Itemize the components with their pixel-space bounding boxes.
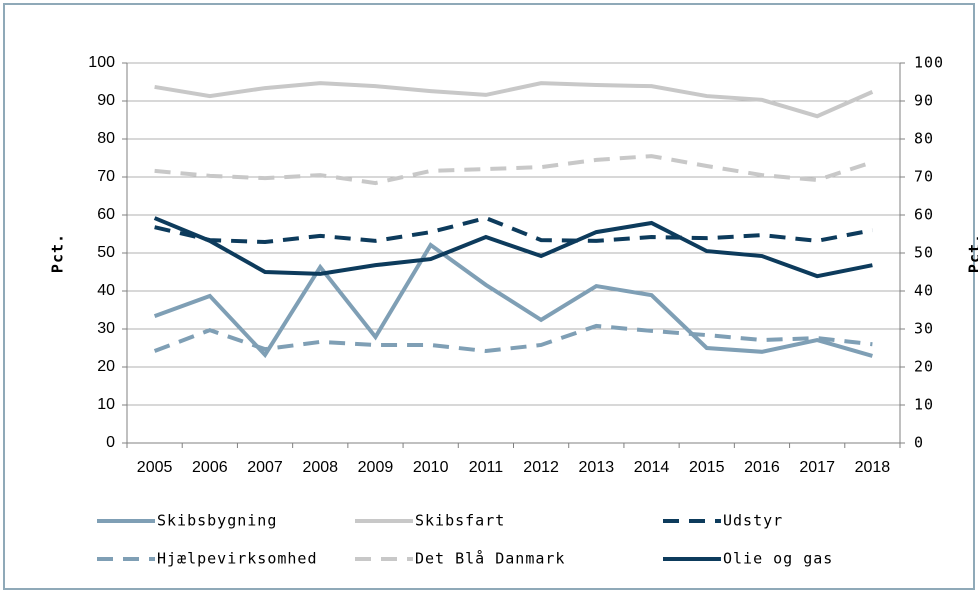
- x-tick-label: 2009: [358, 459, 394, 476]
- y2-tick-label: 10: [914, 396, 934, 414]
- x-tick-label: 2013: [579, 459, 615, 476]
- x-tick-label: 2006: [192, 459, 228, 476]
- legend-label: Skibsbygning: [157, 512, 277, 530]
- legend-label: Hjælpevirksomhed: [157, 550, 318, 568]
- y2-tick-label: 0: [914, 434, 924, 452]
- y2-tick-label: 40: [914, 282, 934, 300]
- series-line: [154, 215, 873, 244]
- legend-label: Olie og gas: [723, 550, 833, 568]
- x-tick-label: 2015: [689, 459, 725, 476]
- y-tick-label: 50: [97, 244, 115, 261]
- y2-axis-label: Pct.: [966, 233, 978, 273]
- x-tick-label: 2017: [799, 459, 835, 476]
- y-tick-label: 70: [97, 168, 115, 185]
- series-line: [154, 81, 874, 119]
- x-tick-label: 2005: [137, 459, 173, 476]
- legend-label: Udstyr: [723, 512, 783, 530]
- y2-tick-label: 60: [914, 206, 934, 224]
- y-tick-label: 60: [97, 206, 115, 223]
- x-tick-label: 2016: [744, 459, 780, 476]
- y-tick-label: 80: [97, 130, 115, 147]
- y2-tick-label: 80: [914, 130, 934, 148]
- x-tick-label: 2018: [855, 459, 891, 476]
- x-tick-label: 2010: [413, 459, 449, 476]
- frame: [3, 3, 975, 590]
- y-tick-label: 20: [97, 358, 115, 375]
- y-tick-label: 100: [88, 54, 115, 71]
- y-tick-label: 40: [97, 282, 115, 299]
- x-tick-label: 2007: [247, 459, 283, 476]
- y2-tick-label: 100: [914, 54, 944, 72]
- y2-tick-label: 20: [914, 358, 934, 376]
- y2-tick-label: 30: [914, 320, 934, 338]
- y-tick-label: 90: [97, 92, 115, 109]
- legend-label: Det Blå Danmark: [415, 550, 565, 568]
- x-tick-label: 2008: [302, 459, 338, 476]
- y2-tick-label: 90: [914, 92, 934, 110]
- y-tick-label: 10: [97, 396, 115, 413]
- y-tick-label: 30: [97, 320, 115, 337]
- y2-tick-label: 70: [914, 168, 934, 186]
- series-line: [154, 154, 874, 186]
- x-tick-label: 2014: [634, 459, 670, 476]
- series-line: [153, 323, 873, 354]
- y2-tick-label: 50: [914, 244, 934, 262]
- x-tick-label: 2012: [523, 459, 559, 476]
- x-tick-label: 2011: [469, 459, 504, 476]
- y-tick-label: 0: [106, 434, 115, 451]
- series-line: [153, 216, 873, 279]
- y-axis-label: Pct.: [49, 233, 67, 273]
- legend-label: Skibsfart: [415, 512, 505, 530]
- series-line: [153, 242, 873, 359]
